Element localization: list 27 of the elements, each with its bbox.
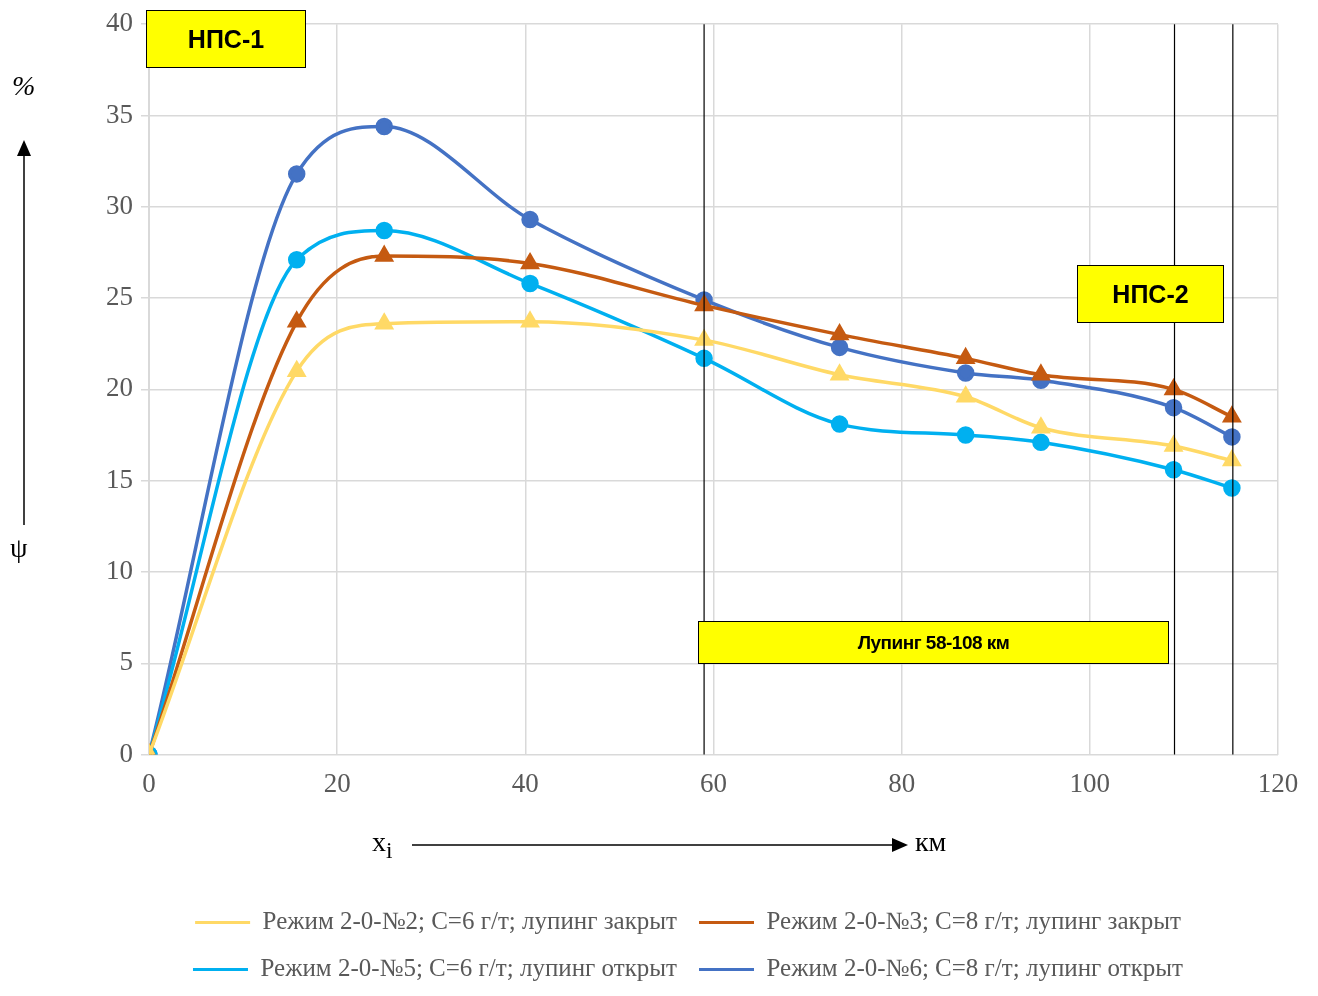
x-tick-label: 60	[700, 767, 727, 798]
x-tick-label: 80	[888, 767, 916, 798]
y-tick-label: 20	[106, 372, 133, 403]
y-tick-label: 0	[119, 737, 133, 768]
text: км	[915, 826, 947, 858]
legend-label: Режим 2-0-№6; С=8 г/т; лупинг открыт	[766, 954, 1184, 982]
legend-label: Режим 2-0-№5; С=6 г/т; лупинг открыт	[260, 954, 678, 982]
x-tick-label: 40	[511, 767, 539, 798]
callout-box: НПС-2	[1077, 265, 1224, 323]
x-axis-title: x$_{i}$	[372, 826, 393, 864]
x-tick-label: 100	[1069, 767, 1111, 798]
y-tick-label: 40	[106, 7, 133, 38]
legend-label: Режим 2-0-№2; С=6 г/т; лупинг закрыт	[262, 907, 678, 935]
y-tick-label: 5	[119, 646, 133, 677]
y-axis-title: ψ	[10, 532, 28, 564]
y-tick-label: 35	[106, 98, 133, 129]
x-tick-label: 0	[142, 767, 156, 798]
y-tick-label: 30	[106, 189, 133, 220]
text: %	[12, 70, 36, 102]
callout-box: Лупинг 58-108 км	[698, 621, 1169, 664]
x-tick-label: 20	[323, 767, 351, 798]
legend-label: Режим 2-0-№3; С=8 г/т; лупинг закрыт	[766, 907, 1181, 935]
y-tick-label: 25	[106, 281, 133, 312]
y-tick-label: 15	[106, 463, 133, 494]
y-tick-label: 10	[106, 555, 133, 586]
x-tick-label: 120	[1257, 767, 1299, 798]
callout-box: НПС-1	[146, 10, 306, 68]
